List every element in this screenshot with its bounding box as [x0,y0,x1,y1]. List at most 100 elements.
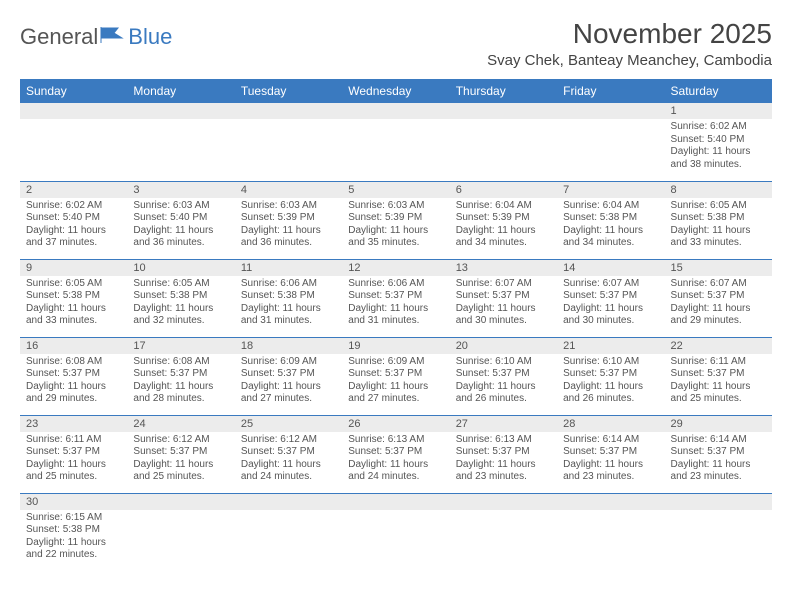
sunset-text: Sunset: 5:37 PM [456,290,551,303]
day-number: 23 [20,416,127,432]
sunset-text: Sunset: 5:37 PM [563,446,658,459]
day-details [557,119,664,124]
calendar-day: 6Sunrise: 6:04 AMSunset: 5:39 PMDaylight… [450,181,557,259]
daylight-text: Daylight: 11 hours [26,225,121,238]
calendar-week: 2Sunrise: 6:02 AMSunset: 5:40 PMDaylight… [20,181,772,259]
sunrise-text: Sunrise: 6:05 AM [26,278,121,291]
calendar-day: 2Sunrise: 6:02 AMSunset: 5:40 PMDaylight… [20,181,127,259]
daylight-text: and 33 minutes. [26,315,121,328]
daylight-text: and 27 minutes. [348,393,443,406]
calendar-day [127,493,234,571]
daylight-text: Daylight: 11 hours [26,537,121,550]
day-number [342,103,449,119]
day-details: Sunrise: 6:09 AMSunset: 5:37 PMDaylight:… [342,354,449,409]
daylight-text: and 26 minutes. [563,393,658,406]
day-number: 21 [557,338,664,354]
sunrise-text: Sunrise: 6:15 AM [26,512,121,525]
calendar-day [20,103,127,181]
sunset-text: Sunset: 5:40 PM [671,134,766,147]
calendar-day: 9Sunrise: 6:05 AMSunset: 5:38 PMDaylight… [20,259,127,337]
sunset-text: Sunset: 5:37 PM [26,446,121,459]
day-details: Sunrise: 6:10 AMSunset: 5:37 PMDaylight:… [557,354,664,409]
sunrise-text: Sunrise: 6:07 AM [456,278,551,291]
sunset-text: Sunset: 5:37 PM [348,368,443,381]
calendar-week: 16Sunrise: 6:08 AMSunset: 5:37 PMDayligh… [20,337,772,415]
logo: General Blue [20,24,172,50]
sunrise-text: Sunrise: 6:10 AM [563,356,658,369]
daylight-text: and 29 minutes. [26,393,121,406]
calendar-day: 5Sunrise: 6:03 AMSunset: 5:39 PMDaylight… [342,181,449,259]
weekday-header: Saturday [665,79,772,103]
calendar-week: 1Sunrise: 6:02 AMSunset: 5:40 PMDaylight… [20,103,772,181]
calendar-day: 20Sunrise: 6:10 AMSunset: 5:37 PMDayligh… [450,337,557,415]
sunrise-text: Sunrise: 6:11 AM [26,434,121,447]
daylight-text: and 32 minutes. [133,315,228,328]
sunrise-text: Sunrise: 6:08 AM [26,356,121,369]
sunrise-text: Sunrise: 6:05 AM [133,278,228,291]
month-title: November 2025 [487,18,772,50]
day-number: 3 [127,182,234,198]
sunrise-text: Sunrise: 6:12 AM [133,434,228,447]
calendar-day: 14Sunrise: 6:07 AMSunset: 5:37 PMDayligh… [557,259,664,337]
daylight-text: Daylight: 11 hours [563,381,658,394]
daylight-text: and 26 minutes. [456,393,551,406]
daylight-text: and 34 minutes. [563,237,658,250]
daylight-text: and 38 minutes. [671,159,766,172]
day-details: Sunrise: 6:04 AMSunset: 5:38 PMDaylight:… [557,198,664,253]
calendar-day: 4Sunrise: 6:03 AMSunset: 5:39 PMDaylight… [235,181,342,259]
weekday-header: Friday [557,79,664,103]
sunrise-text: Sunrise: 6:12 AM [241,434,336,447]
day-number: 9 [20,260,127,276]
daylight-text: and 23 minutes. [563,471,658,484]
sunrise-text: Sunrise: 6:13 AM [456,434,551,447]
daylight-text: Daylight: 11 hours [563,303,658,316]
daylight-text: and 36 minutes. [133,237,228,250]
day-number: 10 [127,260,234,276]
header: General Blue November 2025 Svay Chek, Ba… [20,18,772,69]
sunset-text: Sunset: 5:37 PM [133,446,228,459]
sunrise-text: Sunrise: 6:07 AM [563,278,658,291]
calendar-day: 23 Sunrise: 6:11 AMSunset: 5:37 PMDayligh… [20,415,127,493]
day-details [557,510,664,515]
sunrise-text: Sunrise: 6:11 AM [671,356,766,369]
daylight-text: and 27 minutes. [241,393,336,406]
sunrise-text: Sunrise: 6:02 AM [26,200,121,213]
daylight-text: Daylight: 11 hours [456,225,551,238]
daylight-text: and 22 minutes. [26,549,121,562]
calendar-week: 23Sunrise: 6:11 AMSunset: 5:37 PMDayligh… [20,415,772,493]
calendar-day: 22Sunrise: 6:11 AMSunset: 5:37 PMDayligh… [665,337,772,415]
sunset-text: Sunset: 5:37 PM [671,368,766,381]
sunset-text: Sunset: 5:37 PM [456,368,551,381]
calendar-day: 7Sunrise: 6:04 AMSunset: 5:38 PMDaylight… [557,181,664,259]
sunset-text: Sunset: 5:38 PM [241,290,336,303]
day-number: 29 [665,416,772,432]
sunset-text: Sunset: 5:37 PM [26,368,121,381]
sunrise-text: Sunrise: 6:06 AM [348,278,443,291]
calendar-day: 11Sunrise: 6:06 AMSunset: 5:38 PMDayligh… [235,259,342,337]
sunset-text: Sunset: 5:37 PM [456,446,551,459]
day-details [665,510,772,515]
daylight-text: Daylight: 11 hours [26,459,121,472]
calendar-day: 15Sunrise: 6:07 AMSunset: 5:37 PMDayligh… [665,259,772,337]
day-number: 14 [557,260,664,276]
calendar-week: 9 Sunrise: 6:05 AM Sunset: 5:38 PM Daylight… [20,259,772,337]
sunrise-text: Sunrise: 6:14 AM [671,434,766,447]
sunrise-text: Sunrise: 6:03 AM [348,200,443,213]
calendar-day: 10Sunrise: 6:05 AMSunset: 5:38 PMDayligh… [127,259,234,337]
calendar-day: 27Sunrise: 6:13 AMSunset: 5:37 PMDayligh… [450,415,557,493]
sunset-text: Sunset: 5:37 PM [133,368,228,381]
sunset-text: Sunset: 5:40 PM [133,212,228,225]
calendar-day: 1Sunrise: 6:02 AMSunset: 5:40 PMDaylight… [665,103,772,181]
day-number: 22 [665,338,772,354]
day-number [127,103,234,119]
weekday-header: Wednesday [342,79,449,103]
daylight-text: and 25 minutes. [671,393,766,406]
daylight-text: and 31 minutes. [241,315,336,328]
daylight-text: Daylight: 11 hours [348,303,443,316]
sunset-text: Sunset: 5:37 PM [348,290,443,303]
day-number [235,494,342,510]
calendar-day: 8Sunrise: 6:05 AMSunset: 5:38 PMDaylight… [665,181,772,259]
day-details: Sunrise: 6:09 AMSunset: 5:37 PMDaylight:… [235,354,342,409]
day-details [235,119,342,124]
daylight-text: and 34 minutes. [456,237,551,250]
